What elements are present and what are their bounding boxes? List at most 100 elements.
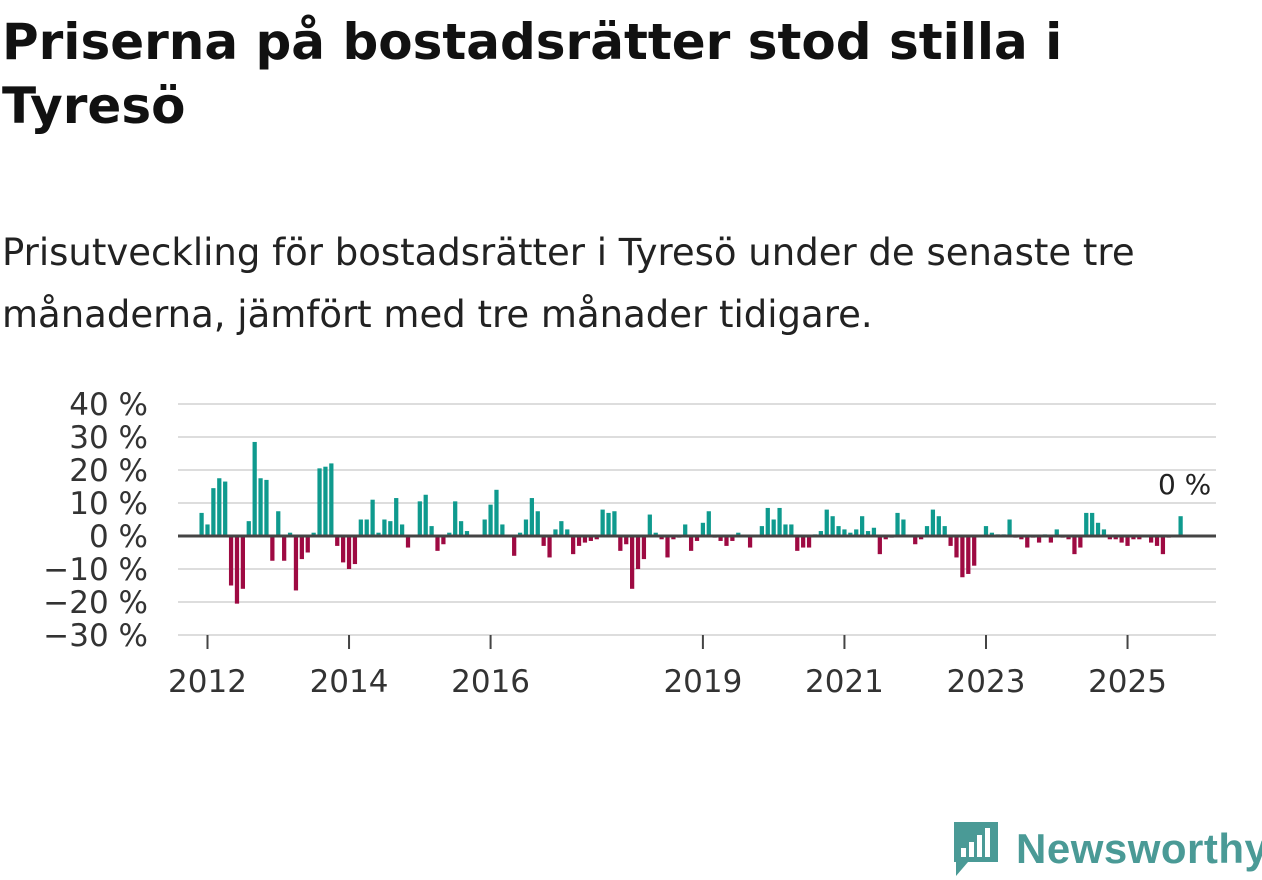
bar bbox=[1101, 529, 1107, 536]
bar bbox=[358, 519, 363, 536]
bar bbox=[724, 536, 729, 546]
chart-subtitle: Prisutveckling för bostadsrätter i Tyres… bbox=[2, 231, 1135, 336]
bar bbox=[211, 488, 216, 536]
bar-chart: 40 %30 %20 %10 %0 %−10 %−20 %−30 %2012 20… bbox=[43, 387, 1216, 700]
bar bbox=[871, 527, 877, 536]
bar bbox=[282, 536, 287, 561]
bar bbox=[877, 536, 882, 555]
y-tick-label: −30 % bbox=[43, 618, 148, 654]
bar bbox=[223, 481, 228, 536]
bar bbox=[836, 526, 841, 536]
bar bbox=[293, 536, 299, 591]
bar bbox=[299, 536, 304, 560]
bar bbox=[553, 529, 558, 536]
bar bbox=[1113, 536, 1118, 540]
bar bbox=[429, 526, 434, 536]
bar bbox=[635, 536, 641, 569]
bar bbox=[541, 536, 546, 546]
bar bbox=[789, 524, 794, 536]
bar bbox=[630, 536, 635, 589]
bar bbox=[1054, 529, 1059, 536]
bar bbox=[718, 536, 723, 541]
bar bbox=[694, 536, 700, 541]
bar bbox=[683, 524, 688, 536]
bar bbox=[665, 536, 670, 558]
bar bbox=[730, 536, 735, 541]
y-tick-label: −20 % bbox=[43, 585, 148, 621]
bar bbox=[1125, 536, 1130, 546]
bar bbox=[1107, 536, 1112, 540]
bar bbox=[228, 536, 234, 586]
bar bbox=[382, 519, 387, 536]
bar bbox=[535, 511, 540, 536]
x-tick-label: 2025 bbox=[1088, 664, 1167, 700]
bar bbox=[989, 532, 995, 536]
bar bbox=[311, 532, 316, 536]
bar bbox=[494, 489, 499, 536]
bar bbox=[500, 524, 505, 536]
bar bbox=[854, 529, 859, 536]
bar bbox=[565, 529, 570, 536]
bar bbox=[252, 441, 257, 536]
x-tick-label: 2012 bbox=[168, 664, 247, 700]
bar bbox=[376, 532, 381, 536]
bar bbox=[234, 536, 240, 604]
bar bbox=[388, 521, 393, 536]
bar bbox=[747, 536, 753, 548]
bar bbox=[1019, 536, 1024, 540]
bar bbox=[918, 536, 924, 540]
x-tick-label: 2023 bbox=[947, 664, 1026, 700]
bar bbox=[423, 494, 428, 536]
bar bbox=[930, 509, 936, 536]
axes: 40 %30 %20 %10 %0 %−10 %−20 %−30 %2012 20… bbox=[43, 387, 1216, 700]
bar bbox=[364, 519, 369, 536]
bar bbox=[1090, 512, 1095, 536]
bar bbox=[335, 536, 340, 546]
bar bbox=[258, 478, 263, 536]
bar bbox=[830, 516, 835, 536]
bars bbox=[199, 441, 1183, 604]
bar bbox=[341, 536, 346, 563]
bar bbox=[983, 526, 989, 536]
bar bbox=[954, 536, 959, 558]
bar bbox=[641, 536, 647, 560]
bar bbox=[801, 536, 806, 548]
newsworthy-logo-text: Newsworthy bbox=[1016, 825, 1262, 872]
bar bbox=[783, 524, 788, 536]
bar bbox=[966, 536, 971, 574]
bar bbox=[405, 536, 411, 548]
bar bbox=[1078, 536, 1083, 548]
latest-value-annotation: 0 % bbox=[1158, 468, 1211, 501]
bar bbox=[706, 511, 711, 536]
bar bbox=[453, 501, 458, 536]
bar bbox=[771, 519, 776, 536]
bar bbox=[264, 479, 269, 536]
y-tick-label: 10 % bbox=[69, 486, 148, 522]
bar bbox=[612, 511, 617, 536]
bar bbox=[464, 531, 470, 536]
bar bbox=[517, 532, 523, 536]
y-tick-label: 20 % bbox=[69, 453, 148, 489]
bar bbox=[588, 536, 593, 541]
y-tick-label: −10 % bbox=[43, 552, 148, 588]
bar bbox=[370, 499, 375, 536]
bar bbox=[1149, 536, 1154, 543]
bar bbox=[529, 498, 534, 536]
bar bbox=[653, 532, 658, 536]
bar bbox=[948, 536, 953, 546]
bar bbox=[205, 524, 210, 536]
bar bbox=[594, 536, 599, 540]
bar bbox=[818, 531, 823, 536]
bar bbox=[1007, 519, 1012, 536]
bar bbox=[1025, 536, 1030, 548]
x-tick-label: 2019 bbox=[663, 664, 742, 700]
bar bbox=[795, 536, 800, 551]
bar bbox=[765, 507, 770, 536]
bar bbox=[1137, 536, 1142, 540]
bar bbox=[287, 532, 293, 536]
newsworthy-logo-icon bbox=[954, 822, 998, 876]
x-tick-label: 2016 bbox=[451, 664, 530, 700]
bar bbox=[458, 521, 464, 536]
bar bbox=[960, 536, 965, 578]
bar bbox=[688, 536, 694, 551]
